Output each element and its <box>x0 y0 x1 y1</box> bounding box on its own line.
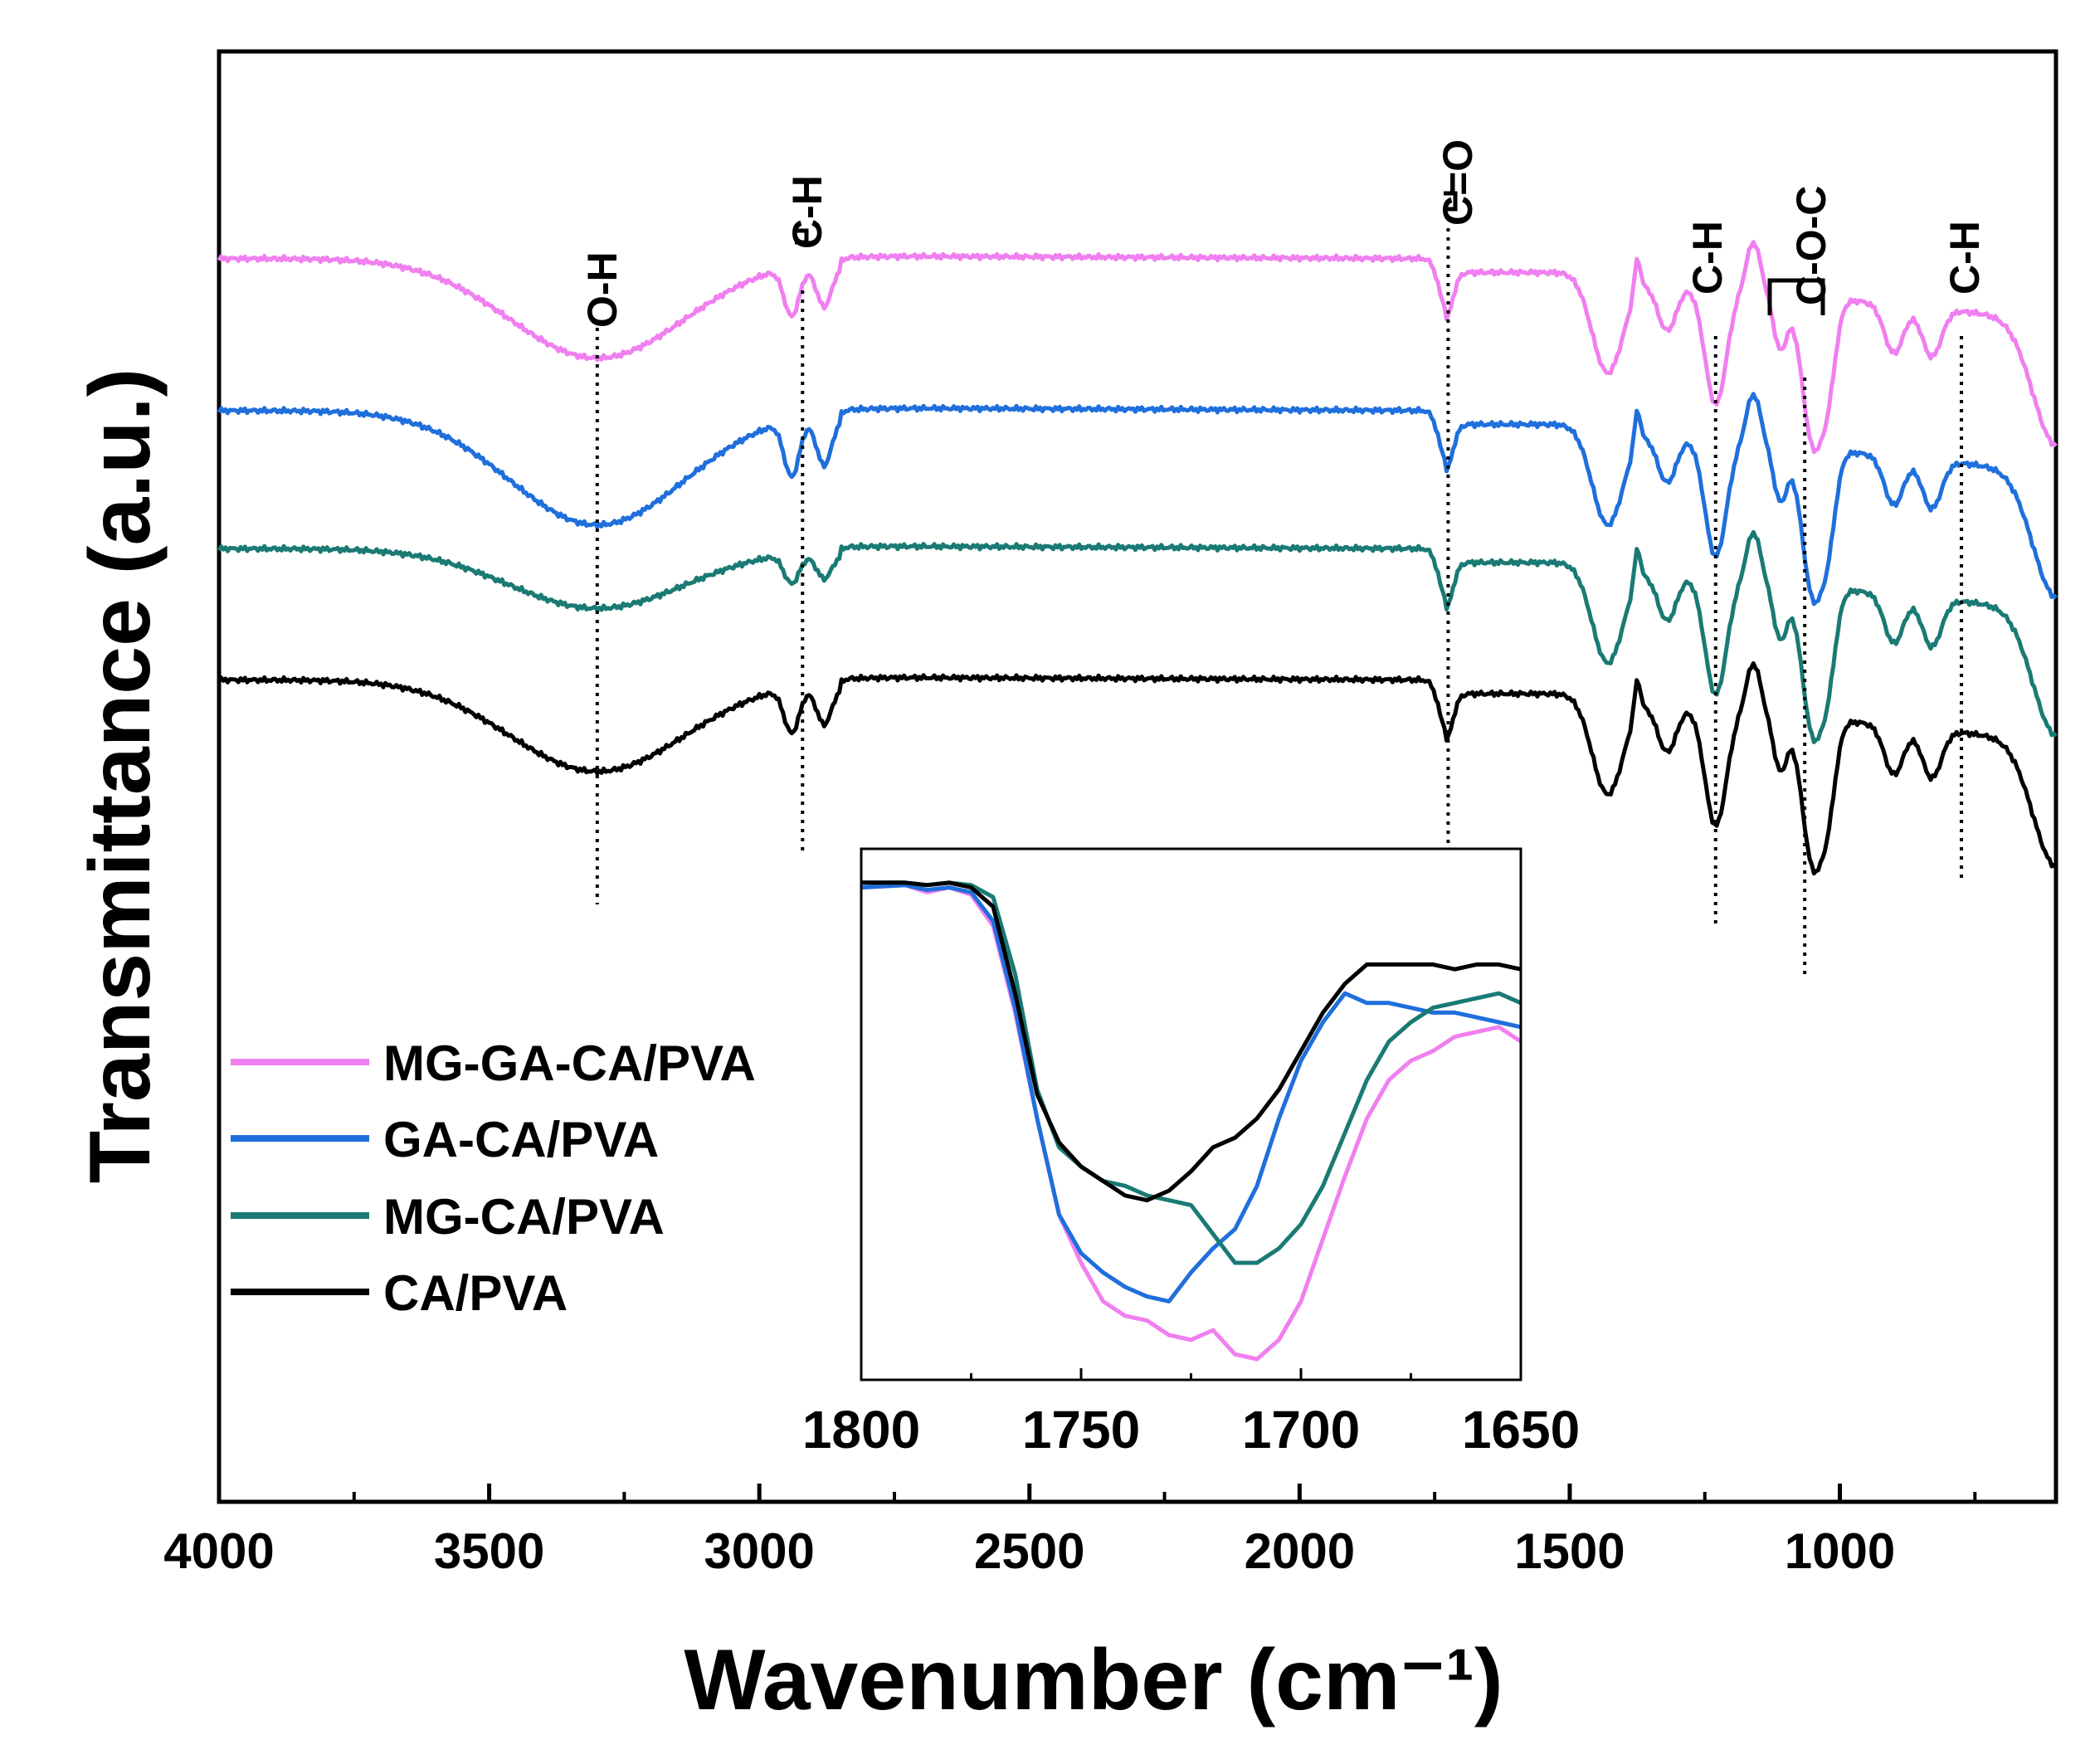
inset-series-layer <box>860 880 1522 1362</box>
bracket-coc <box>1767 278 1825 315</box>
legend-label-ca-pva: CA/PVA <box>383 1265 568 1321</box>
x-tick-label: 3500 <box>434 1523 544 1579</box>
peak-brackets <box>795 191 1825 315</box>
peak-label-ch-775: C-H <box>1941 221 1988 295</box>
inset-x-tick-label: 1650 <box>1462 1400 1580 1459</box>
peak-guide-lines <box>595 228 1964 979</box>
inset-x-tick-labels: 1800 1750 1700 1650 <box>802 1400 1580 1459</box>
inset-series-line-ga-ca-pva <box>860 883 1522 1304</box>
inset-x-tick-label: 1800 <box>802 1400 920 1459</box>
legend-label-mg-ga-ca-pva: MG-GA-CA/PVA <box>383 1035 756 1091</box>
legend-label-mg-ca-pva: MG-CA/PVA <box>383 1189 665 1245</box>
peak-label-oh: O-H <box>579 251 626 328</box>
x-tick-label: 1500 <box>1514 1523 1625 1579</box>
inset-x-ticks <box>860 1368 1522 1380</box>
x-tick-label: 4000 <box>163 1523 274 1579</box>
series-line-ca-pva <box>217 661 2058 876</box>
inset-series-line-mg-ca-pva <box>861 880 1522 1265</box>
plot-frame <box>217 49 2058 1504</box>
peak-label-ch-1230: C-H <box>1684 221 1731 295</box>
x-tick-label: 3000 <box>704 1523 814 1579</box>
bracket-co <box>1444 191 1458 212</box>
inset-x-tick-label: 1700 <box>1242 1400 1360 1459</box>
x-axis-title: Wavenumber (cm⁻¹) <box>684 1632 1503 1728</box>
inset-series-line-ca-pva <box>861 880 1522 1203</box>
x-tick-labels: 4000 3500 3000 2500 2000 1500 1000 <box>163 1523 1895 1579</box>
x-tick-label: 1000 <box>1785 1523 1895 1579</box>
inset-x-tick-label: 1750 <box>1022 1400 1140 1459</box>
bracket-ch-2920 <box>795 228 809 245</box>
legend-label-ga-ca-pva: GA-CA/PVA <box>383 1112 659 1167</box>
series-line-mg-ca-pva <box>217 529 2058 744</box>
peak-label-coc: C-O-C <box>1788 186 1834 305</box>
x-tick-label: 2500 <box>974 1523 1084 1579</box>
x-tick-label: 2000 <box>1245 1523 1355 1579</box>
inset-chart: 1800 1750 1700 1650 <box>802 847 1580 1459</box>
inset-background <box>861 849 1521 1380</box>
peak-labels: O-H C-H C=O C-H C-O-C C-H <box>579 139 1988 328</box>
x-ticks <box>217 1484 1977 1502</box>
series-layer <box>217 240 2058 876</box>
peak-label-co: C=O <box>1435 139 1481 226</box>
y-axis-title: Transmittance (a.u.) <box>72 368 168 1183</box>
series-line-mg-ga-ca-pva <box>217 240 2058 455</box>
series-line-ga-ca-pva <box>217 392 2058 607</box>
inset-series-line-mg-ga-ca-pva <box>860 883 1522 1362</box>
legend: MG-GA-CA/PVA GA-CA/PVA MG-CA/PVA CA/PVA <box>231 1035 756 1321</box>
